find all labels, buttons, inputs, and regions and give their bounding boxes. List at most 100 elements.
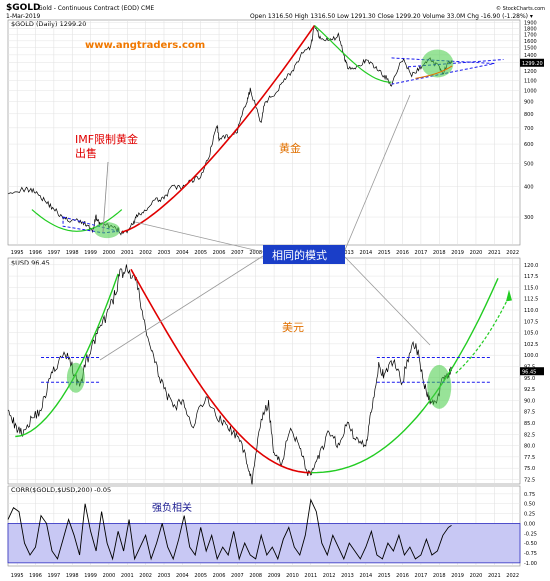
year-tick-label: 2003	[158, 573, 171, 579]
usd-green-uptrend-curve	[310, 278, 499, 474]
year-tick-label: 2014	[359, 250, 372, 256]
year-tick-label: 2013	[341, 573, 354, 579]
year-tick-label: 2008	[249, 573, 262, 579]
year-tick-label: 2001	[121, 250, 134, 256]
y-tick-label: 0.25	[524, 512, 535, 518]
header-credit: © StockCharts.com	[496, 5, 545, 12]
y-tick-label: 102.5	[524, 342, 538, 348]
year-tick-label: 2018	[433, 250, 446, 256]
watermark-url: www.angtraders.com	[85, 40, 205, 51]
y-tick-label: 90.0	[524, 398, 535, 404]
gold-highlight-ellipse-right	[421, 49, 454, 78]
y-tick-label: 0.75	[524, 492, 535, 498]
y-tick-label: 110.0	[524, 308, 538, 314]
year-tick-label: 1999	[84, 250, 97, 256]
y-tick-label: 117.5	[524, 274, 538, 280]
year-tick-label: 1997	[48, 573, 61, 579]
y-tick-label: 77.5	[524, 455, 535, 461]
y-tick-label: -0.75	[524, 551, 537, 557]
year-tick-label: 2013	[341, 250, 354, 256]
year-tick-label: 2005	[194, 250, 207, 256]
year-tick-label: 2016	[396, 573, 409, 579]
y-tick-label: 1000	[524, 88, 537, 94]
year-tick-label: 2012	[323, 573, 336, 579]
header-description: Gold - Continuous Contract (EOD) CME	[38, 5, 154, 12]
y-tick-label: -0.50	[524, 541, 537, 547]
y-tick-label: 87.5	[524, 410, 535, 416]
usd-projection-dashed	[455, 296, 510, 374]
gold-red-uptrend-curve	[121, 25, 316, 233]
year-tick-label: 2014	[359, 573, 372, 579]
last-value-tag	[520, 367, 544, 376]
usd-projection-arrowhead	[505, 289, 512, 302]
gold-label: 黄金	[279, 141, 301, 155]
y-tick-label: 300	[524, 215, 534, 221]
usd-highlight-ellipse-left	[66, 362, 85, 393]
year-tick-label: 1997	[48, 250, 61, 256]
y-tick-label: 1600	[524, 39, 537, 45]
y-tick-label: 95.0	[524, 376, 535, 382]
gold-highlight-ellipse-left	[94, 222, 121, 239]
gold-downtrend-arc	[314, 25, 392, 83]
y-tick-label: 0.00	[524, 521, 535, 527]
y-tick-label: 900	[524, 99, 534, 105]
usd-red-downtrend-curve	[130, 268, 311, 474]
y-tick-label: 500	[524, 161, 534, 167]
y-tick-label: -1.00	[524, 561, 537, 567]
y-tick-label: 800	[524, 112, 534, 118]
year-tick-label: 2018	[433, 573, 446, 579]
year-tick-label: 2017	[415, 573, 428, 579]
y-tick-label: 105.0	[524, 331, 538, 337]
y-tick-label: 0.50	[524, 502, 535, 508]
y-tick-label: 92.5	[524, 387, 535, 393]
y-tick-label: 1200	[524, 69, 537, 75]
year-tick-label: 2006	[213, 250, 226, 256]
same-pattern-pointer	[344, 94, 411, 251]
gold-orange-arrow	[415, 65, 453, 79]
year-tick-label: 2009	[268, 573, 281, 579]
year-tick-label: 2008	[249, 250, 262, 256]
gold-price-line	[7, 25, 452, 236]
y-tick-label: 400	[524, 185, 534, 191]
year-tick-label: 2019	[451, 573, 464, 579]
year-tick-label: 2006	[213, 573, 226, 579]
same-pattern-pointer	[99, 255, 264, 361]
y-tick-label: 72.5	[524, 477, 535, 483]
y-tick-label: 700	[524, 126, 534, 132]
gold-wedge-pattern	[391, 57, 495, 85]
gold-base-bowl	[31, 209, 123, 232]
year-tick-label: 2016	[396, 250, 409, 256]
year-tick-label: 2010	[286, 573, 299, 579]
same-pattern-pointer	[344, 256, 431, 346]
year-tick-label: 2020	[470, 573, 483, 579]
year-tick-label: 2000	[103, 573, 116, 579]
year-tick-label: 1998	[66, 573, 79, 579]
last-value-tag	[520, 58, 544, 67]
header-date: 1-Mar-2019	[6, 13, 41, 20]
y-tick-label: 85.0	[524, 421, 535, 427]
year-tick-label: 2019	[451, 250, 464, 256]
header-symbol: $GOLD	[6, 3, 41, 13]
corr-panel-title: CORR($GOLD,$USD,200) -0.05	[11, 486, 111, 494]
gold-panel-title: $GOLD (Daily) 1299.20	[11, 20, 86, 28]
year-tick-label: 2015	[378, 250, 391, 256]
same-pattern-label: 相同的模式	[272, 248, 327, 262]
y-tick-label: 82.5	[524, 432, 535, 438]
year-tick-label: 1999	[84, 573, 97, 579]
year-tick-label: 2007	[231, 250, 244, 256]
last-value-text: 1299.20	[522, 61, 543, 67]
year-tick-label: 2007	[231, 573, 244, 579]
year-tick-label: 2002	[139, 573, 152, 579]
year-tick-label: 2002	[139, 250, 152, 256]
y-tick-label: 112.5	[524, 297, 538, 303]
year-tick-label: 2000	[103, 250, 116, 256]
year-tick-label: 2005	[194, 573, 207, 579]
y-tick-label: 100.0	[524, 353, 538, 359]
year-tick-label: 2004	[176, 250, 189, 256]
corr-label: 强负相关	[152, 501, 192, 514]
year-tick-label: 2022	[506, 250, 519, 256]
usd-highlight-ellipse-right	[427, 364, 452, 409]
year-tick-label: 1995	[11, 573, 24, 579]
year-tick-label: 1996	[29, 573, 42, 579]
